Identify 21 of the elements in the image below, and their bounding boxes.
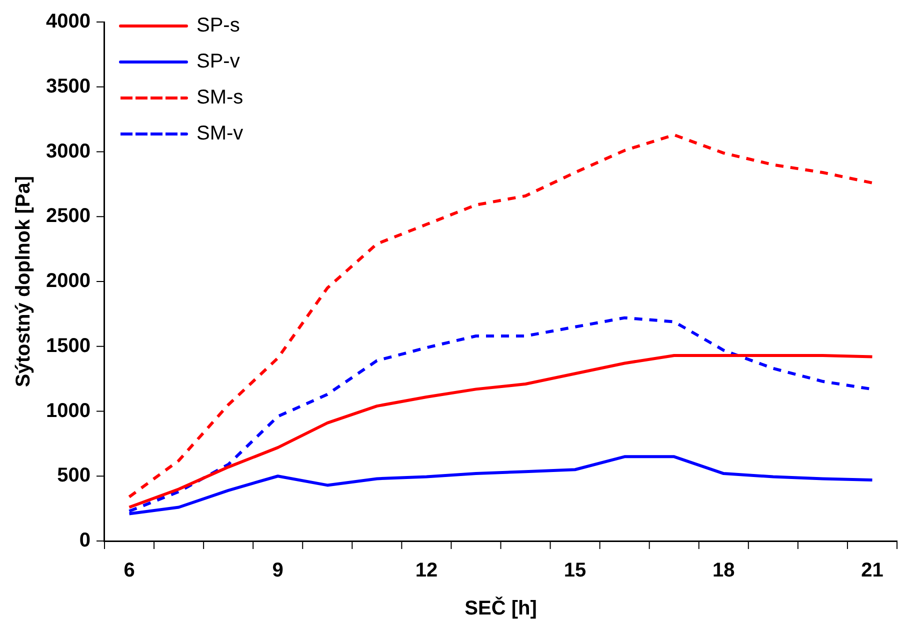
x-tick-label: 15 xyxy=(564,560,586,582)
x-axis-title: SEČ [h] xyxy=(464,596,537,620)
y-tick-label: 2500 xyxy=(46,205,90,228)
legend-label: SM-v xyxy=(196,122,244,145)
legend-label: SP-s xyxy=(196,14,240,37)
y-tick-label: 500 xyxy=(57,464,90,487)
x-tick-label: 12 xyxy=(415,560,438,582)
x-tick-label: 18 xyxy=(712,560,735,582)
y-tick-label: 2000 xyxy=(46,270,90,292)
x-tick-label: 21 xyxy=(861,560,884,582)
y-tick-label: 1500 xyxy=(46,334,90,357)
x-tick-label: 9 xyxy=(272,560,284,582)
y-axis-title: Sýtostný doplnok [Pa] xyxy=(12,176,35,388)
legend-label: SM-s xyxy=(196,86,244,109)
y-tick-label: 4000 xyxy=(46,10,90,33)
x-tick-label: 6 xyxy=(124,560,135,582)
y-tick-label: 3000 xyxy=(46,140,90,162)
y-tick-label: 3500 xyxy=(46,75,90,98)
legend-label: SP-v xyxy=(196,50,240,73)
y-tick-label: 0 xyxy=(79,530,90,552)
y-tick-label: 1000 xyxy=(46,400,90,422)
